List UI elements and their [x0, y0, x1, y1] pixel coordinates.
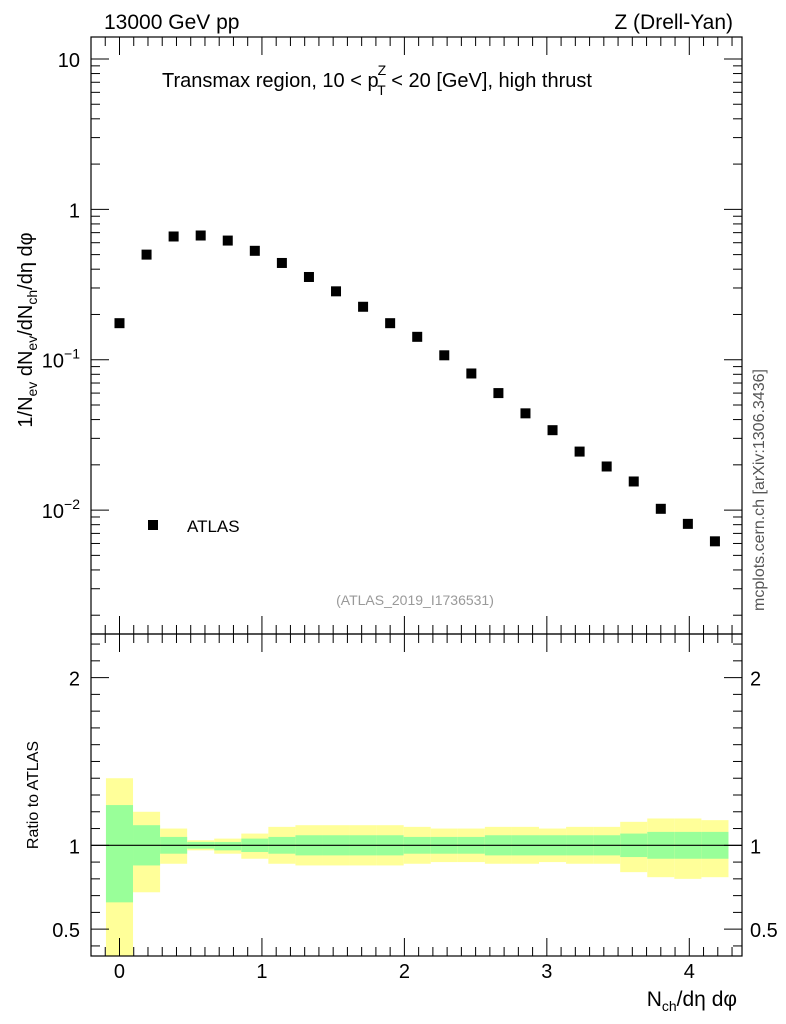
data-point [709, 536, 720, 547]
stat-uncertainty-band [105, 805, 134, 903]
legend-label: ATLAS [187, 517, 240, 536]
data-point [358, 301, 369, 312]
ratio-tick-marks [90, 634, 742, 956]
data-point [249, 245, 260, 256]
data-point [141, 249, 152, 260]
ratio-y-tick-label-right: 2 [750, 669, 761, 691]
uncertainty-bands [105, 778, 729, 956]
header-left: 13000 GeV pp [104, 11, 239, 34]
data-point [195, 230, 206, 241]
x-tick-label: 2 [399, 961, 410, 983]
data-point [439, 350, 450, 361]
data-points [114, 230, 720, 547]
ratio-y-tick-labels: 2 2 1 1 0.5 0.5 [52, 669, 778, 943]
ratio-y-tick-label-left: 1 [69, 836, 80, 858]
data-point [385, 318, 396, 329]
ratio-y-tick-label-right: 1 [750, 836, 761, 858]
main-y-label: 1/Nev dNev/dNch/dη dφ [15, 232, 40, 427]
data-point [114, 318, 125, 329]
main-title: Transmax region, 10 < pZ T < 20 [GeV], hi… [162, 62, 592, 98]
data-point [493, 388, 504, 399]
analysis-watermark: (ATLAS_2019_I1736531) [336, 592, 494, 608]
data-point [466, 368, 477, 379]
data-point [574, 446, 585, 457]
title-text-post: < 20 [GeV], high thrust [386, 70, 593, 92]
y-tick-label: 10−2 [42, 496, 80, 523]
ratio-y-tick-label-left: 2 [69, 669, 80, 691]
y-tick-label: 10−1 [42, 346, 80, 373]
x-tick-labels: 0 1 2 3 4 [114, 961, 695, 983]
ratio-y-label: Ratio to ATLAS [25, 741, 42, 849]
y-tick-label: 1 [69, 200, 80, 222]
main-panel: 10 1 10−1 10−2 Transmax region, 10 < pZ T < … [15, 36, 743, 635]
data-point [331, 286, 342, 297]
data-point [682, 518, 693, 529]
stat-uncertainty-band [214, 841, 242, 851]
data-point [547, 425, 558, 436]
main-tick-marks [90, 37, 742, 634]
title-sup: Z [378, 62, 387, 78]
title-text-pre: Transmax region, 10 < p [162, 70, 379, 92]
ratio-y-tick-label-left: 0.5 [52, 920, 80, 942]
title-sub: T [377, 82, 386, 98]
x-tick-label: 4 [684, 961, 695, 983]
x-tick-label: 0 [114, 961, 125, 983]
ratio-frame [90, 633, 743, 957]
data-point [412, 331, 423, 342]
ratio-panel: 2 2 1 1 0.5 0.5 0 1 2 3 4 Ratio to ATLAS Nch/dη d… [25, 633, 778, 1014]
x-axis-label: Nch/dη dφ [647, 988, 737, 1014]
y-tick-label: 10 [58, 50, 80, 72]
data-point [655, 503, 666, 514]
data-point [276, 257, 287, 268]
data-point [520, 408, 531, 419]
x-tick-label: 1 [256, 961, 267, 983]
x-tick-label: 3 [541, 961, 552, 983]
data-point [303, 271, 314, 282]
header-right: Z (Drell-Yan) [614, 11, 733, 34]
legend-marker [148, 520, 158, 530]
side-label: mcplots.cern.ch [arXiv:1306.3436] [751, 369, 768, 611]
data-point [222, 235, 233, 246]
data-point [168, 231, 179, 242]
main-y-tick-labels: 10 1 10−1 10−2 [42, 50, 80, 523]
data-point [601, 461, 612, 472]
data-point [628, 476, 639, 487]
ratio-y-tick-label-right: 0.5 [750, 920, 778, 942]
